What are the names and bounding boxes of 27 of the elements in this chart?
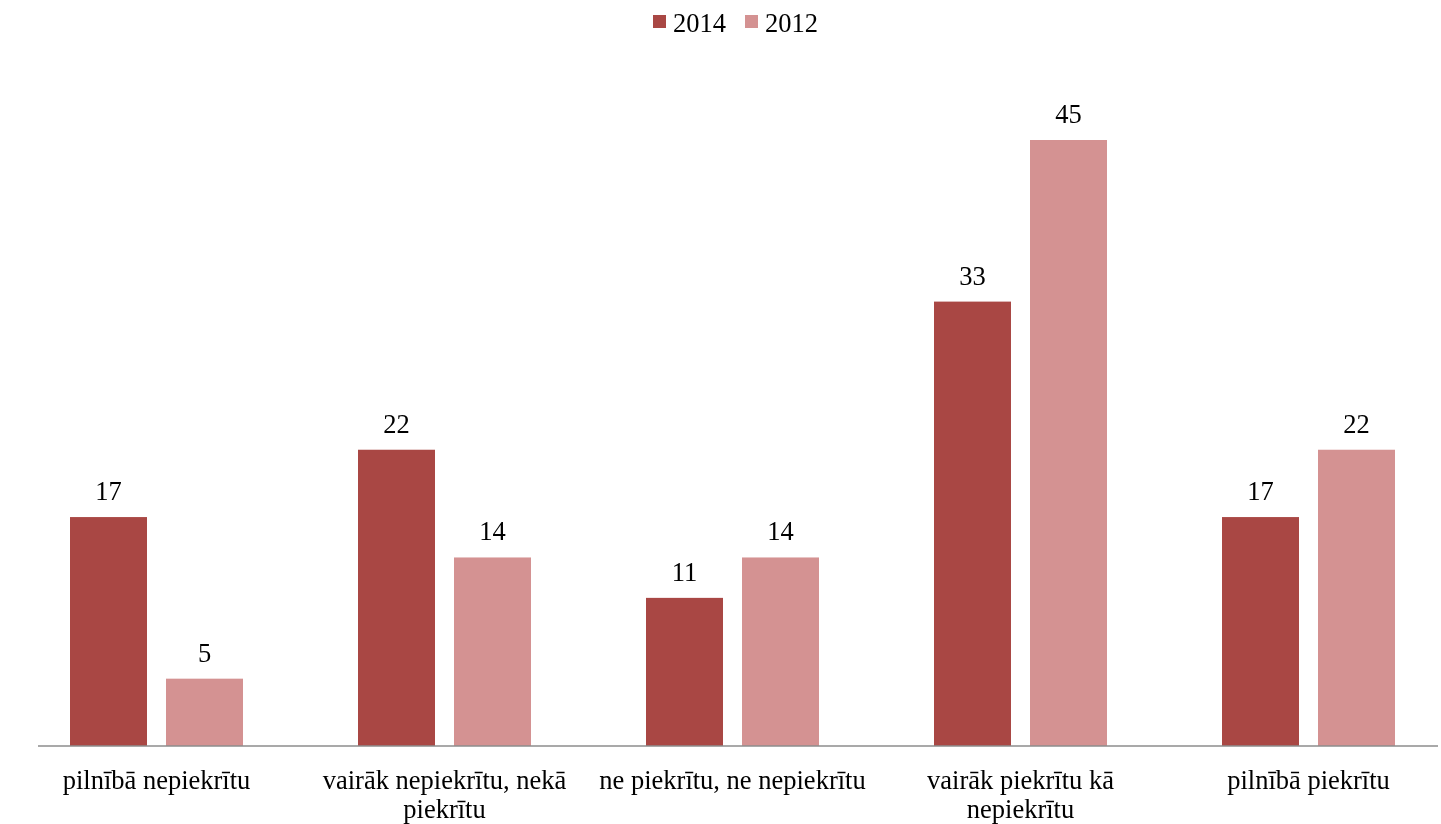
data-label: 22	[383, 408, 410, 439]
legend-label: 2014	[673, 7, 726, 38]
bar	[1318, 449, 1395, 746]
x-tick-label: ne piekrītu, ne nepiekrītu	[599, 765, 866, 795]
data-label: 14	[479, 516, 506, 547]
bar	[358, 449, 435, 746]
x-tick-label: vairāk piekrītu kā nepiekrītu	[927, 765, 1115, 824]
bar	[934, 301, 1011, 746]
bar	[646, 597, 723, 746]
data-label: 33	[959, 260, 986, 291]
data-label: 11	[671, 556, 698, 587]
x-tick-label: pilnībā nepiekrītu	[62, 765, 251, 795]
bar	[454, 557, 531, 746]
x-tick-label: pilnībā piekrītu	[1227, 765, 1390, 795]
legend-label: 2012	[765, 7, 818, 38]
x-tick-label: vairāk nepiekrītu, nekā piekrītu	[322, 765, 567, 824]
bar	[1222, 517, 1299, 746]
bar	[1030, 140, 1107, 746]
data-label: 14	[767, 516, 794, 547]
bar	[166, 678, 243, 746]
bar	[742, 557, 819, 746]
bar	[70, 517, 147, 746]
data-label: 17	[95, 476, 122, 507]
data-label: 22	[1343, 408, 1370, 439]
data-label: 17	[1247, 476, 1274, 507]
data-label: 5	[197, 637, 212, 668]
data-label: 45	[1055, 99, 1082, 129]
